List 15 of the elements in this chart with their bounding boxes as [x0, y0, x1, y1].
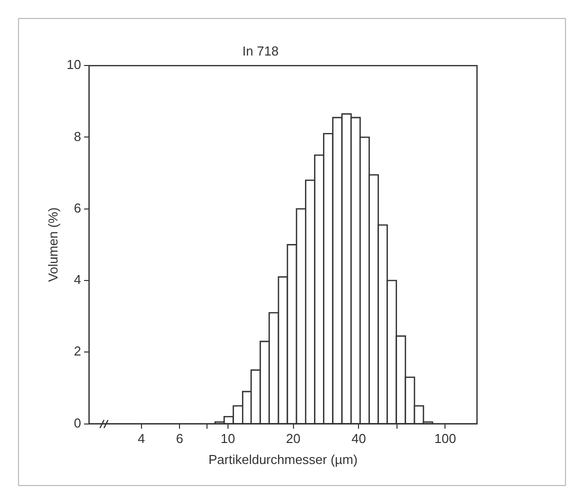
chart-title: In 718 [242, 43, 279, 58]
x-tick-label: 6 [176, 431, 184, 446]
x-tick-label: 40 [351, 431, 366, 446]
y-axis-title: Volumen (%) [45, 207, 60, 282]
x-tick-label: 20 [286, 431, 301, 446]
y-tick-label: 4 [74, 272, 82, 288]
y-tick-label: 10 [66, 57, 82, 72]
x-tick-label: 100 [434, 431, 456, 446]
y-tick-label: 8 [74, 128, 82, 144]
x-tick-label: 10 [220, 431, 236, 446]
x-tick-label: 4 [138, 431, 145, 446]
y-tick-label: 6 [74, 200, 82, 216]
y-tick-label: 0 [74, 415, 82, 430]
y-tick-label: 2 [74, 344, 82, 359]
x-axis-title: Partikeldurchmesser (µm) [208, 452, 358, 467]
